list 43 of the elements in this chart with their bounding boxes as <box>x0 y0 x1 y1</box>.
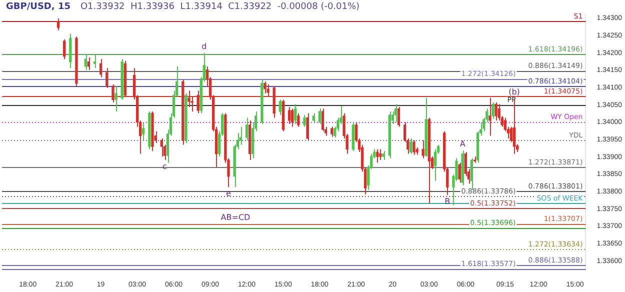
chart-title: GBP/USD, 15 <box>6 2 70 12</box>
candlestick <box>160 138 163 158</box>
annotation: AB=CD <box>220 212 250 222</box>
candlestick <box>394 104 398 123</box>
annotation: (b) <box>508 88 520 97</box>
candlestick <box>291 108 294 128</box>
candlestick <box>412 140 416 156</box>
candlestick <box>62 38 66 60</box>
candlestick <box>87 56 90 70</box>
candlestick <box>297 112 300 128</box>
candlestick <box>382 150 385 161</box>
candlestick <box>318 108 322 124</box>
chart-subtitle: O1.33932 H1.33936 L1.33914 C1.33922 -0.00008 (-0.01%) <box>80 2 360 12</box>
candlestick <box>106 68 108 88</box>
candlestick <box>458 162 461 184</box>
candlestick <box>321 108 324 132</box>
candlestick <box>379 148 382 161</box>
candlestick <box>114 86 118 112</box>
candlestick <box>99 58 102 78</box>
candlestick <box>245 117 248 141</box>
annotation: d <box>202 42 207 51</box>
candlestick <box>264 81 266 94</box>
candlestick <box>278 99 282 116</box>
candlestick <box>376 148 379 164</box>
candlestick <box>294 104 297 124</box>
candlestick <box>312 112 315 123</box>
candlestick <box>464 152 467 177</box>
annotation: e <box>226 189 232 198</box>
candlestick <box>330 126 334 138</box>
candlestick <box>492 102 494 120</box>
candlestick <box>422 140 424 159</box>
candlestick <box>288 106 291 124</box>
candlestick <box>239 126 242 146</box>
annotation: A <box>460 140 466 149</box>
candlestick <box>56 18 60 31</box>
candlestick <box>303 114 306 128</box>
candlestick <box>306 112 309 141</box>
candlestick <box>397 106 400 128</box>
candlestick <box>494 102 498 121</box>
candlestick <box>410 138 412 154</box>
candlestick <box>434 148 437 182</box>
candlestick <box>93 54 96 69</box>
candlestick <box>142 122 145 141</box>
